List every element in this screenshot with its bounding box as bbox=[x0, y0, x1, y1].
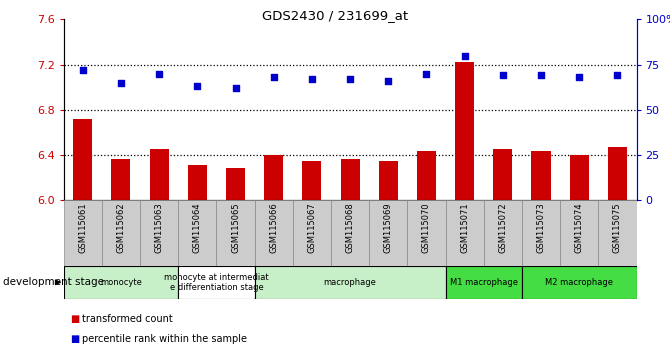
Bar bbox=[446, 266, 522, 299]
Point bbox=[536, 73, 547, 78]
Text: GSM115067: GSM115067 bbox=[308, 202, 316, 253]
Point bbox=[230, 85, 241, 91]
Text: GDS2430 / 231699_at: GDS2430 / 231699_at bbox=[262, 9, 408, 22]
Bar bbox=[178, 200, 216, 266]
Bar bbox=[407, 200, 446, 266]
Text: M1 macrophage: M1 macrophage bbox=[450, 278, 518, 287]
Bar bbox=[570, 155, 589, 354]
Text: M2 macrophage: M2 macrophage bbox=[545, 278, 613, 287]
Text: ■: ■ bbox=[70, 334, 80, 344]
Text: GSM115062: GSM115062 bbox=[117, 202, 125, 253]
Bar bbox=[111, 159, 131, 354]
Bar bbox=[226, 169, 245, 354]
Bar bbox=[178, 266, 255, 299]
Bar bbox=[331, 200, 369, 266]
Point bbox=[306, 76, 318, 82]
Bar bbox=[64, 266, 178, 299]
Bar bbox=[149, 149, 169, 354]
Bar bbox=[522, 266, 636, 299]
Point bbox=[612, 73, 623, 78]
Bar bbox=[446, 200, 484, 266]
Point bbox=[497, 73, 508, 78]
Text: GSM115066: GSM115066 bbox=[269, 202, 278, 253]
Bar bbox=[64, 200, 102, 266]
Bar bbox=[264, 155, 283, 354]
Text: GSM115063: GSM115063 bbox=[155, 202, 163, 253]
Point bbox=[268, 74, 279, 80]
Point bbox=[574, 74, 584, 80]
Text: transformed count: transformed count bbox=[82, 314, 172, 324]
Point bbox=[115, 80, 126, 85]
Bar bbox=[140, 200, 178, 266]
Point bbox=[192, 84, 202, 89]
Point bbox=[421, 71, 431, 76]
Bar bbox=[522, 200, 560, 266]
Bar bbox=[216, 200, 255, 266]
Point bbox=[344, 76, 355, 82]
Bar bbox=[255, 266, 446, 299]
Point bbox=[383, 78, 394, 84]
Bar bbox=[379, 160, 398, 354]
Bar bbox=[493, 149, 513, 354]
Bar bbox=[484, 200, 522, 266]
Text: ■: ■ bbox=[70, 314, 80, 324]
Bar bbox=[73, 119, 92, 354]
Text: GSM115064: GSM115064 bbox=[193, 202, 202, 253]
Text: GSM115074: GSM115074 bbox=[575, 202, 584, 253]
Bar bbox=[417, 152, 436, 354]
Bar bbox=[455, 62, 474, 354]
Text: macrophage: macrophage bbox=[324, 278, 377, 287]
Bar bbox=[531, 152, 551, 354]
Text: GSM115061: GSM115061 bbox=[78, 202, 87, 253]
Bar bbox=[369, 200, 407, 266]
Text: GSM115069: GSM115069 bbox=[384, 202, 393, 253]
Text: GSM115070: GSM115070 bbox=[422, 202, 431, 253]
Bar bbox=[102, 200, 140, 266]
Text: monocyte: monocyte bbox=[100, 278, 142, 287]
Bar bbox=[293, 200, 331, 266]
Text: percentile rank within the sample: percentile rank within the sample bbox=[82, 334, 247, 344]
Bar bbox=[560, 200, 598, 266]
Point bbox=[460, 53, 470, 58]
Bar bbox=[255, 200, 293, 266]
Bar bbox=[598, 200, 636, 266]
Bar bbox=[340, 159, 360, 354]
Text: GSM115075: GSM115075 bbox=[613, 202, 622, 253]
Bar bbox=[302, 160, 322, 354]
Text: GSM115068: GSM115068 bbox=[346, 202, 354, 253]
Text: GSM115072: GSM115072 bbox=[498, 202, 507, 253]
Point bbox=[78, 67, 88, 73]
Point bbox=[153, 71, 165, 76]
Text: monocyte at intermediat
e differentiation stage: monocyte at intermediat e differentiatio… bbox=[164, 273, 269, 292]
Text: development stage: development stage bbox=[3, 277, 105, 287]
Bar bbox=[608, 147, 627, 354]
Text: GSM115071: GSM115071 bbox=[460, 202, 469, 253]
Bar bbox=[188, 165, 207, 354]
Text: GSM115073: GSM115073 bbox=[537, 202, 545, 253]
Text: GSM115065: GSM115065 bbox=[231, 202, 240, 253]
